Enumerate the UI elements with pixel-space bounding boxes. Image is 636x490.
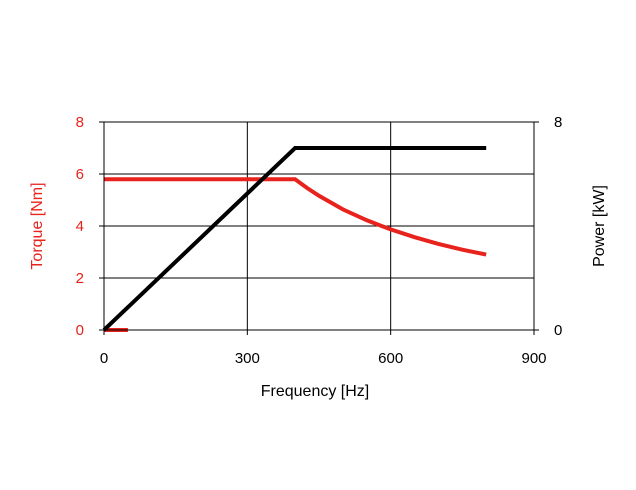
x-tick-label-0: 0 [100,350,108,367]
y-axis-right-label: Power [kW] [591,185,608,267]
y-left-tick-label-8: 8 [76,114,84,131]
y-axis-left-label: Torque [Nm] [29,182,46,269]
y-right-tick-label-8: 8 [554,114,562,131]
grid [103,121,535,331]
x-tick-label-900: 900 [521,350,546,367]
series-layer [102,146,487,332]
y-right-tick-label-0: 0 [554,322,562,339]
plot-frame [99,121,539,335]
x-axis-label: Frequency [Hz] [261,383,369,400]
series-line-2 [104,177,487,257]
x-tick-label-600: 600 [378,350,403,367]
x-tick-label-300: 300 [235,350,260,367]
y-left-tick-label-0: 0 [76,322,84,339]
y-left-tick-label-6: 6 [76,166,84,183]
tick-labels: 0 300 600 900 0 2 4 6 8 0 8 [76,114,563,367]
y-left-tick-label-2: 2 [76,270,84,287]
y-left-tick-label-4: 4 [76,218,84,235]
series-line-3 [102,146,487,332]
